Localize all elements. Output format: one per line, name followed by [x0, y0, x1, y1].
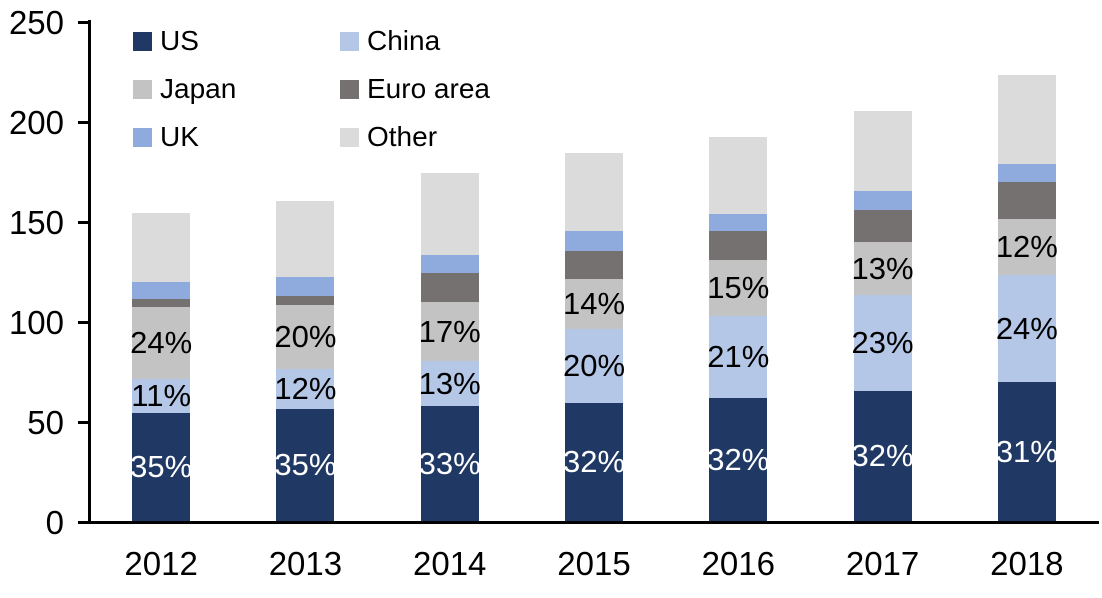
legend-swatch-china	[340, 32, 359, 51]
y-axis-tick-label: 100	[8, 303, 64, 341]
legend-label-other: Other	[367, 121, 438, 152]
bar-segment-japan-2017	[853, 242, 912, 295]
legend-label-china: China	[367, 25, 441, 56]
bar-segment-uk-2015	[565, 231, 623, 251]
y-axis-tick	[78, 521, 89, 524]
bar-segment-us-2015	[565, 403, 623, 521]
legend-swatch-other	[340, 128, 359, 147]
y-axis-line	[88, 20, 91, 524]
bar-segment-japan-2015	[565, 279, 623, 329]
bar-segment-japan-2013	[276, 305, 335, 369]
x-axis-label-2013: 2013	[268, 545, 343, 582]
bar-segment-other-2014	[420, 173, 479, 255]
legend-swatch-us	[133, 32, 152, 51]
bar-segment-other-2018	[997, 75, 1056, 164]
x-axis-label-2012: 2012	[124, 545, 198, 582]
y-axis-tick-label: 200	[8, 103, 64, 141]
x-axis-line	[88, 521, 1099, 524]
bar-segment-china-2015	[565, 329, 623, 403]
bar-segment-us-2014	[420, 406, 479, 521]
bar-segment-other-2012	[132, 213, 191, 282]
bar-segment-us-2013	[276, 409, 335, 521]
x-axis-label-2015: 2015	[557, 545, 631, 582]
bar-segment-us-2017	[853, 391, 912, 521]
bar-segment-euro-area-2012	[132, 299, 191, 307]
bar-segment-us-2012	[132, 413, 191, 521]
bar-segment-us-2016	[709, 398, 768, 521]
x-axis-label-2018: 2018	[990, 545, 1064, 582]
x-axis-label-2017: 2017	[845, 545, 920, 582]
bar-segment-china-2018	[997, 275, 1056, 382]
legend-swatch-uk	[133, 128, 152, 147]
bar-segment-euro-area-2017	[853, 210, 912, 242]
y-axis-tick	[78, 321, 89, 324]
bar-segment-uk-2017	[853, 191, 912, 210]
bar-segment-uk-2013	[276, 277, 335, 296]
bar-segment-japan-2016	[709, 260, 768, 316]
y-axis-tick-label: 0	[45, 503, 64, 541]
bar-segment-china-2016	[709, 316, 768, 398]
y-axis-tick-label: 150	[8, 203, 64, 241]
bar-segment-japan-2014	[420, 302, 479, 361]
y-axis-tick	[78, 121, 89, 124]
x-axis-label-2014: 2014	[412, 545, 487, 582]
x-axis-label-2016: 2016	[701, 545, 775, 582]
bar-segment-euro-area-2013	[276, 296, 335, 305]
bar-segment-euro-area-2018	[997, 182, 1056, 219]
bar-segment-other-2016	[709, 137, 768, 214]
bar-segment-other-2015	[565, 153, 623, 231]
bar-segment-china-2013	[276, 369, 335, 409]
y-axis-tick	[78, 421, 89, 424]
bar-segment-euro-area-2015	[565, 251, 623, 279]
bar-segment-euro-area-2014	[420, 273, 479, 302]
bar-segment-japan-2018	[997, 219, 1056, 275]
bar-segment-uk-2018	[997, 164, 1056, 182]
legend-swatch-japan	[133, 80, 152, 99]
y-axis-tick	[78, 21, 89, 24]
bar-segment-us-2018	[997, 382, 1056, 521]
y-axis-tick-label: 50	[27, 403, 64, 441]
bar-segment-uk-2014	[420, 255, 479, 273]
bar-segment-china-2012	[132, 379, 191, 413]
bar-segment-china-2017	[853, 295, 912, 391]
bar-segment-other-2017	[853, 111, 912, 191]
y-axis-tick-label: 250	[8, 3, 64, 41]
legend-label-euro-area: Euro area	[367, 73, 490, 104]
bar-segment-euro-area-2016	[709, 231, 768, 260]
bar-segment-uk-2012	[132, 282, 191, 299]
bar-segment-uk-2016	[709, 214, 768, 231]
bar-segment-china-2014	[420, 361, 479, 406]
bar-segment-other-2013	[276, 201, 335, 277]
legend-swatch-euro-area	[340, 80, 359, 99]
legend-label-us: US	[160, 25, 199, 56]
bar-segment-japan-2012	[132, 307, 191, 379]
y-axis-tick	[78, 221, 89, 224]
legend-label-uk: UK	[160, 121, 199, 152]
legend-label-japan: Japan	[160, 73, 237, 104]
